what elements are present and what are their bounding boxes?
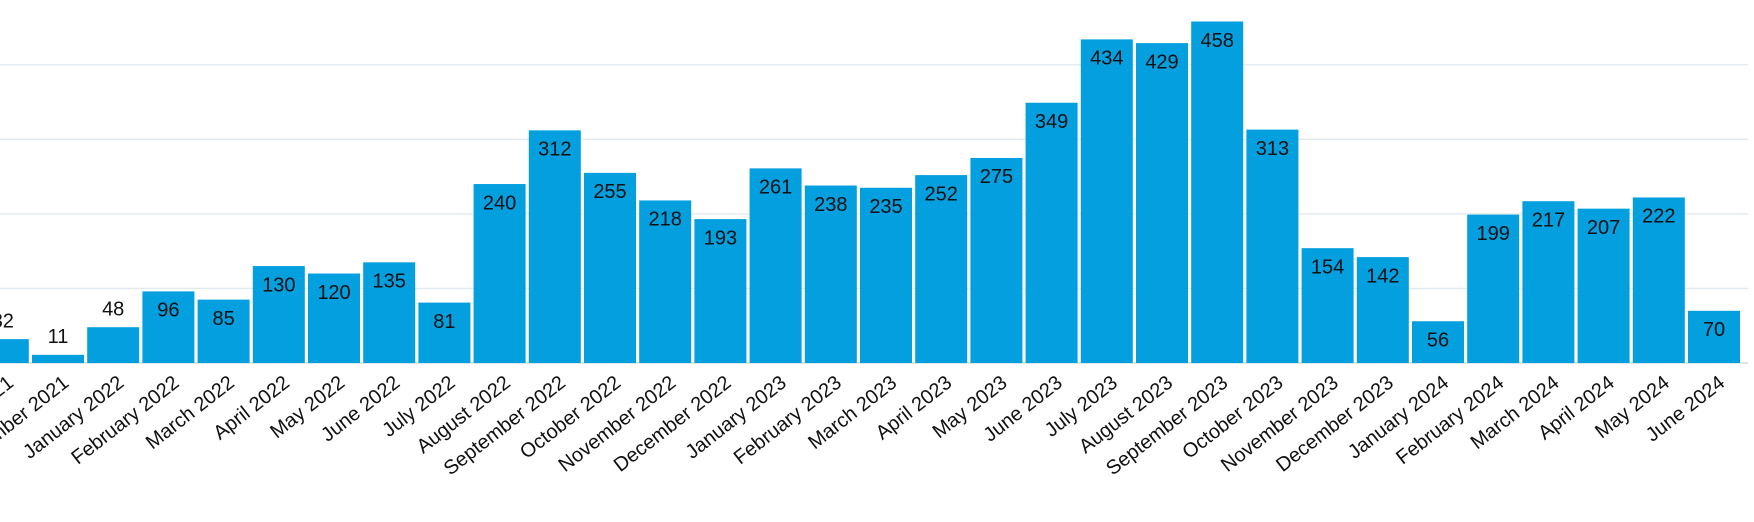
bar <box>1632 197 1685 363</box>
value-label: 56 <box>1427 330 1449 352</box>
value-label: 96 <box>157 300 179 322</box>
value-label: 217 <box>1532 209 1565 231</box>
value-label: 222 <box>1642 206 1675 228</box>
value-label: 48 <box>102 298 124 320</box>
bar <box>584 172 636 363</box>
bar <box>804 185 857 363</box>
value-label: 434 <box>1090 48 1123 70</box>
bar <box>694 219 747 363</box>
value-label: 142 <box>1366 265 1399 287</box>
bar <box>418 302 471 363</box>
value-label: 199 <box>1477 223 1510 245</box>
value-label: 120 <box>317 282 350 304</box>
bar <box>308 273 360 363</box>
bar <box>0 339 29 363</box>
bar <box>32 354 84 363</box>
value-label: 240 <box>483 192 516 214</box>
bar <box>363 262 416 363</box>
value-label: 313 <box>1256 138 1289 160</box>
value-label: 218 <box>649 209 682 231</box>
value-label: 154 <box>1311 256 1344 278</box>
bar <box>1301 248 1354 363</box>
bar <box>915 175 968 363</box>
bar <box>1136 43 1188 363</box>
value-label: 238 <box>814 194 847 216</box>
bar <box>1522 201 1575 363</box>
bar <box>87 327 140 363</box>
bar <box>473 184 526 363</box>
value-label: 275 <box>980 166 1013 188</box>
value-label: 130 <box>262 274 295 296</box>
bar <box>639 200 692 363</box>
bar <box>1246 129 1299 363</box>
value-label: 458 <box>1201 30 1234 52</box>
value-label: 349 <box>1035 111 1068 133</box>
bar <box>528 130 581 363</box>
bar <box>1412 321 1464 363</box>
bar <box>197 299 250 363</box>
value-label: 81 <box>433 311 455 333</box>
bar <box>142 291 195 363</box>
bar <box>1025 102 1078 363</box>
value-label: 70 <box>1703 319 1725 341</box>
value-label: 252 <box>925 183 958 205</box>
value-label: 32 <box>0 310 14 332</box>
bar <box>970 157 1023 363</box>
value-label: 207 <box>1587 217 1620 239</box>
bar <box>252 266 305 363</box>
bar <box>1688 310 1740 363</box>
bar <box>1356 257 1409 363</box>
bar <box>860 187 912 363</box>
value-label: 193 <box>704 227 737 249</box>
value-label: 235 <box>869 196 902 218</box>
bar <box>1080 39 1133 363</box>
bar <box>749 168 802 363</box>
value-label: 11 <box>48 326 69 348</box>
bar <box>1467 214 1520 363</box>
value-label: 261 <box>759 177 792 199</box>
value-label: 255 <box>593 181 626 203</box>
value-label: 312 <box>538 139 571 161</box>
value-label: 85 <box>212 308 234 330</box>
value-label: 429 <box>1145 51 1178 73</box>
bar <box>1191 21 1244 364</box>
bar <box>1577 208 1630 363</box>
value-label: 135 <box>373 271 406 293</box>
